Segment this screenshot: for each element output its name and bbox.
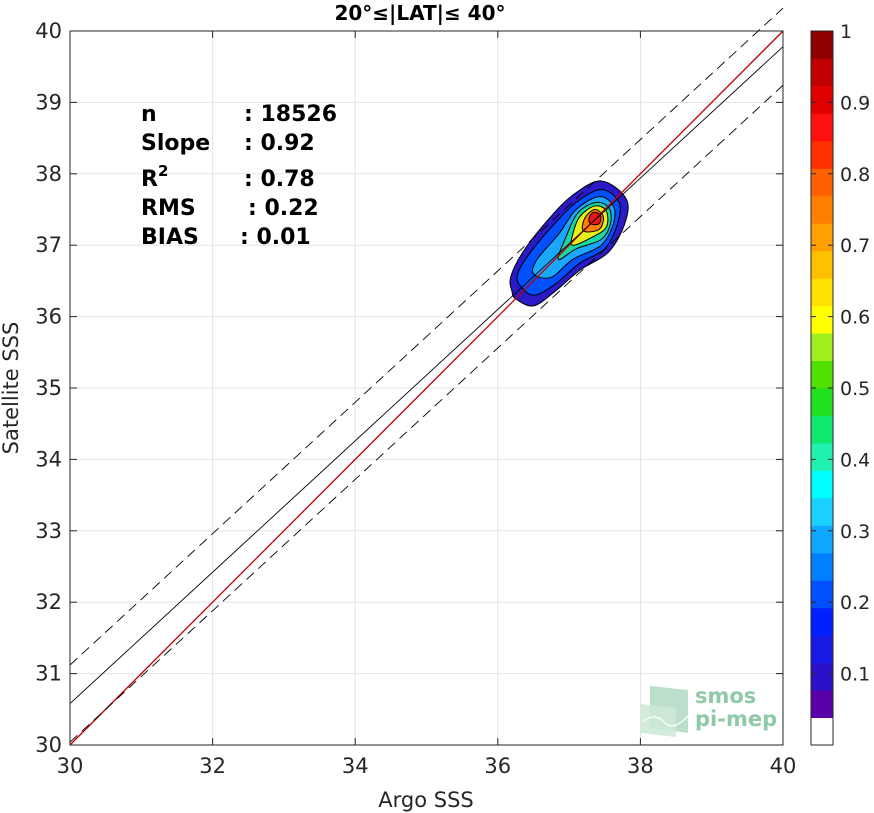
logo-text-smos: smos [695,684,756,708]
stat-label: n [141,102,157,127]
fit-line [69,46,784,704]
x-axis-ticks: 30 32 34 36 38 40 [57,31,797,778]
x-tick-label: 36 [484,754,511,778]
stat-value: : 0.01 [240,225,311,250]
colorbar-segment [811,58,833,87]
colorbar-tick-label: 0.3 [840,521,870,543]
identity-line [69,30,784,746]
colorbar-segment [811,580,833,609]
y-tick-label: 35 [35,376,62,400]
y-tick-label: 38 [35,162,62,186]
stat-label: Slope [141,131,210,156]
stat-value: : 0.78 [244,167,315,192]
stat-value: : 18526 [244,102,337,127]
colorbar-tick-label: 0.9 [840,92,870,114]
x-tick-label: 38 [627,754,654,778]
stat-value: : 0.92 [244,131,315,156]
lower-bound-line [69,84,784,743]
colorbar-segment [811,635,833,664]
colorbar-tick-label: 0.6 [840,307,870,329]
stat-label: RMS [141,196,196,221]
colorbar-tick-label: 0.8 [840,164,870,186]
x-tick-label: 40 [770,754,797,778]
logo-text-pi-mep: pi-mep [695,707,777,731]
colorbar-segment [811,31,833,59]
y-tick-label: 31 [35,662,62,686]
upper-bound-line [69,7,784,666]
colorbar-segment [811,305,833,334]
stat-superscript: 2 [158,162,168,180]
colorbar-segment [811,168,833,197]
colorbar-segment [811,415,833,444]
stat-label: BIAS [141,225,199,250]
x-tick-label: 32 [199,754,226,778]
chart-title: 20°≤|LAT|≤ 40° [334,1,505,25]
stat-value: : 0.22 [248,196,319,221]
grid [69,30,784,746]
colorbar-tick-label: 0.4 [840,449,870,471]
y-tick-label: 30 [35,733,62,757]
y-tick-label: 37 [35,233,62,257]
colorbar-segment [811,223,833,252]
colorbar: 0.1 0.2 0.3 0.4 0.5 0.6 0.7 0.8 0.9 1 [810,21,870,746]
x-tick-label: 34 [342,754,369,778]
y-axis-ticks: 30 31 32 33 34 35 36 37 38 39 40 [35,19,783,757]
x-tick-label: 30 [57,754,84,778]
x-axis-label: Argo SSS [378,788,473,812]
colorbar-segment [811,690,833,719]
colorbar-tick-label: 0.2 [840,592,870,614]
logo-panel-front [640,704,676,737]
colorbar-segment [811,552,833,581]
colorbar-tick-label: 1 [840,21,852,43]
colorbar-segment [811,525,833,554]
y-tick-label: 32 [35,590,62,614]
colorbar-segment [811,333,833,362]
colorbar-segment [811,195,833,224]
colorbar-segment [811,140,833,169]
y-axis-label: Satellite SSS [0,322,23,455]
colorbar-segment [811,607,833,636]
y-tick-label: 34 [35,447,62,471]
colorbar-segment [811,360,833,389]
colorbar-segment [811,442,833,471]
colorbar-segment [811,717,833,746]
colorbar-segment [811,470,833,499]
colorbar-segment [811,250,833,279]
colorbar-tick-label: 0.7 [840,235,870,257]
colorbar-segment [811,497,833,526]
colorbar-segment [811,113,833,142]
regression-lines [69,7,784,746]
y-tick-label: 40 [35,19,62,43]
colorbar-tick-label: 0.5 [840,378,870,400]
logo-wave [641,715,689,727]
colorbar-segment [811,662,833,691]
y-tick-label: 36 [35,305,62,329]
colorbar-tick-label: 0.1 [840,664,870,686]
y-tick-label: 33 [35,519,62,543]
colorbar-segment [811,278,833,307]
y-tick-label: 39 [35,90,62,114]
colorbar-segment [811,85,833,114]
colorbar-segment [811,388,833,416]
